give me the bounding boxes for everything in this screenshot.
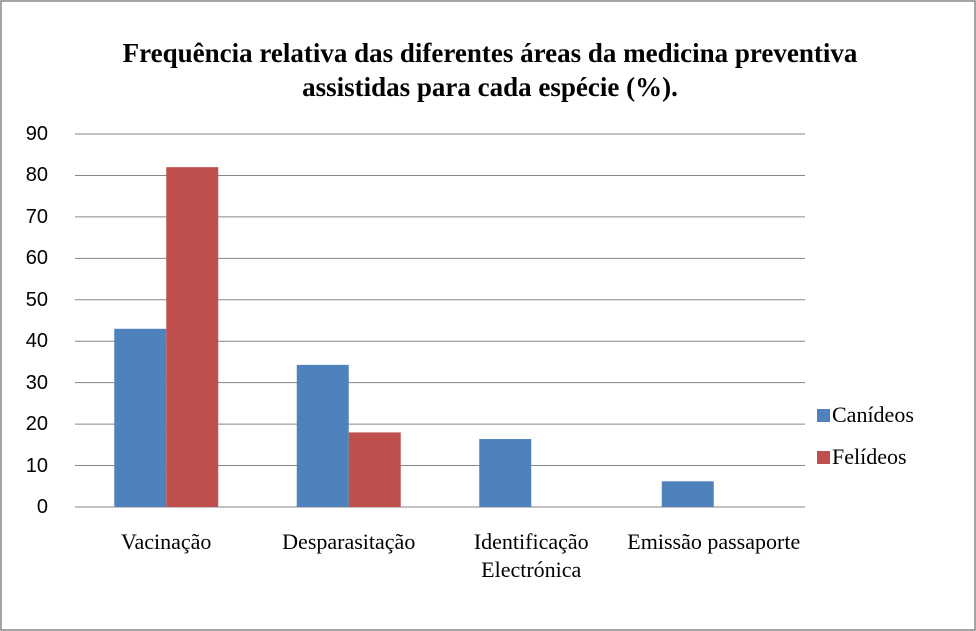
y-tick-label: 50 <box>25 288 48 311</box>
y-tick-label: 20 <box>25 413 48 436</box>
legend-label: Canídeos <box>832 402 914 427</box>
y-tick-label: 0 <box>36 496 48 518</box>
y-tick-label: 70 <box>25 205 48 228</box>
y-tick-label: 60 <box>25 247 48 270</box>
legend-label: Felídeos <box>832 444 907 469</box>
x-tick-label: Vacinação <box>121 529 212 554</box>
bar <box>114 328 167 507</box>
y-tick-label: 90 <box>25 123 48 145</box>
x-tick-label: Emissão passaporte <box>627 529 801 554</box>
y-tick-label: 30 <box>25 371 48 394</box>
y-tick-label: 40 <box>25 330 48 353</box>
legend-swatch <box>817 409 830 422</box>
bar <box>348 432 401 507</box>
bar <box>296 364 349 507</box>
bar <box>166 167 219 507</box>
bar <box>479 439 532 507</box>
y-tick-label: 80 <box>25 164 48 187</box>
chart-title: Frequência relativa das diferentes áreas… <box>122 38 858 102</box>
legend-swatch <box>817 451 830 464</box>
bar <box>661 481 714 507</box>
y-tick-label: 10 <box>25 454 48 477</box>
x-tick-label: Identificação Electrónica <box>473 529 589 582</box>
x-tick-label: Desparasitação <box>282 529 416 554</box>
